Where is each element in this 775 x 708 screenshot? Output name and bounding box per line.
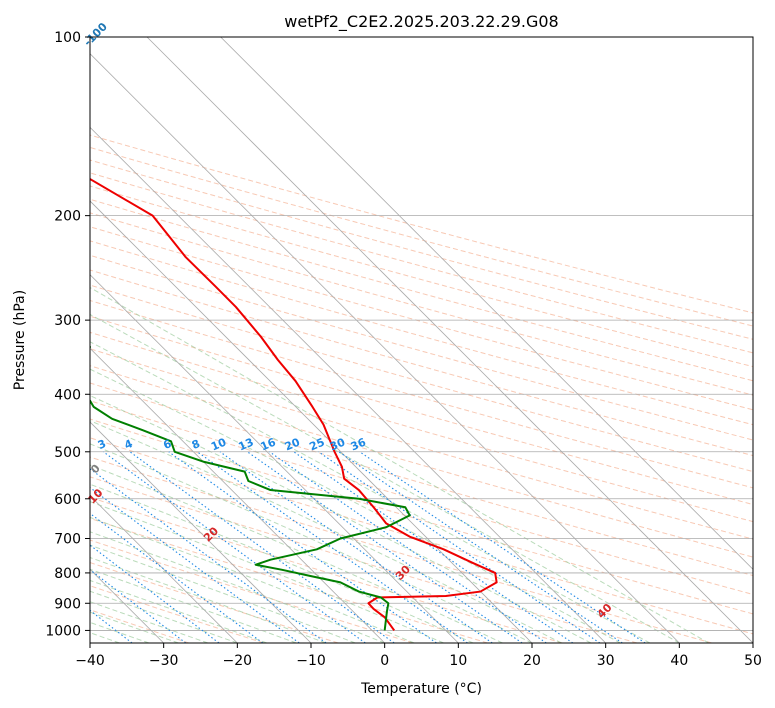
isotherm-line: [90, 53, 680, 643]
moist-adiabat-line: [90, 556, 326, 643]
dry-adiabat-line: [90, 159, 753, 340]
x-tick-label: 10: [449, 653, 467, 669]
y-tick-label: 300: [54, 313, 81, 329]
moist-adiabat-line: [90, 395, 592, 643]
y-tick-label: 1000: [45, 623, 81, 639]
dry-adiabat-line: [90, 198, 753, 382]
mixing-ratio-line: [129, 451, 395, 643]
y-tick-label: 900: [54, 596, 81, 612]
dry-adiabat-line: [90, 496, 563, 643]
y-axis-title: Pressure (hPa): [12, 290, 28, 390]
mixing-ratio-line: [219, 451, 493, 643]
mixing-ratio-line: [338, 451, 623, 643]
y-tick-label: 400: [54, 387, 81, 403]
mixing-ratio-line: [197, 451, 468, 643]
dry-adiabat-line: [90, 517, 488, 643]
isotherm-line: [220, 37, 753, 570]
isotherm-line: [90, 347, 385, 643]
moist-adiabat-line: [90, 590, 238, 643]
x-tick-label: 0: [380, 653, 389, 669]
mixing-ratio-label: 20: [283, 435, 302, 453]
moist-adiabat-line: [90, 313, 680, 643]
dry-adiabat-line: [90, 382, 753, 577]
dewpoint-profile-line: [90, 346, 411, 631]
isotherm-line: [90, 274, 459, 643]
y-tick-label: 200: [54, 209, 81, 225]
x-tick-label: 40: [670, 653, 688, 669]
x-axis-title: Temperature (°C): [360, 681, 482, 697]
mixing-ratio-label: 25: [307, 436, 326, 454]
y-tick-label: 700: [54, 532, 81, 548]
x-axis: −40 −30 −20 −10 0 10 20 30 40 50: [75, 643, 762, 669]
isotherm-line: [90, 126, 606, 643]
dry-adiabat-line: [90, 146, 753, 327]
dry-adiabat-line: [90, 456, 712, 643]
mixing-ratio-label: 10: [209, 435, 228, 453]
dry-adiabat-line: [90, 226, 753, 411]
mixing-ratio-line: [318, 451, 601, 643]
dry-adiabat-line: [90, 476, 638, 643]
x-tick-label: −40: [75, 653, 105, 669]
isotherm-line: [90, 495, 238, 643]
profile-lines: [90, 177, 498, 632]
moist-adiabat-line: [90, 601, 209, 643]
dry-adiabat-line: [90, 185, 753, 368]
dry-adiabat-line: [90, 365, 753, 558]
dry-adiabat-line: [90, 172, 753, 354]
y-tick-label: 800: [54, 566, 81, 582]
mixing-ratio-line: [90, 468, 327, 643]
x-tick-label: 50: [744, 653, 762, 669]
x-tick-label: −20: [223, 653, 253, 669]
mixing-ratio-label: 36: [349, 435, 368, 453]
dry-adiabat-line: [90, 562, 339, 643]
temperature-profile-line: [90, 177, 498, 632]
mixing-ratio-label: 13: [236, 436, 255, 454]
moist-adiabat-line: [90, 544, 356, 643]
mixing-ratio-line: [168, 451, 437, 643]
x-tick-label: 30: [597, 653, 615, 669]
chart-title: wetPf2_C2E2.2025.203.22.29.G08: [284, 12, 558, 32]
mixing-ratio-label: 30: [328, 435, 347, 453]
x-tick-label: −10: [296, 653, 326, 669]
dry-adiabat-line: [90, 212, 753, 396]
x-tick-label: −30: [149, 653, 179, 669]
y-tick-label: 600: [54, 492, 81, 508]
isotherm-line: [90, 200, 533, 643]
moist-adiabat-line: [90, 443, 533, 643]
isotherm-line: [90, 421, 312, 643]
mixing-ratio-label: 16: [259, 435, 278, 453]
x-tick-label: 20: [523, 653, 541, 669]
y-axis: 100 200 300 400 500 600 700 800 900 1000: [45, 30, 90, 639]
isotherm-line: [146, 37, 753, 643]
y-tick-label: 500: [54, 445, 81, 461]
dry-adiabat-line: [90, 254, 753, 441]
dry-adiabat-line: [90, 134, 753, 314]
dry-adiabat-line: [90, 418, 753, 615]
dry-adiabat-line: [90, 269, 753, 457]
plot-frame: [89, 36, 754, 644]
moist-adiabat-line: [90, 516, 415, 643]
moist-adiabat-line: [90, 286, 710, 643]
moist-adiabat-line: [90, 341, 651, 643]
dry-adiabat-line: [90, 331, 753, 523]
y-tick-label: 100: [54, 30, 81, 46]
moist-adiabat-line: [90, 420, 562, 643]
dry-adiabat-line: [90, 240, 753, 426]
moist-adiabat-line: [90, 464, 503, 643]
